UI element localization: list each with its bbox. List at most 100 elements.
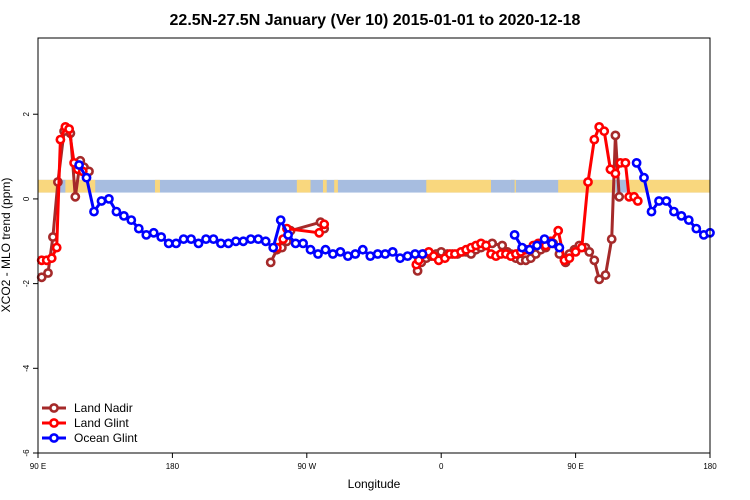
data-point (126, 215, 137, 225)
series-land-glint (36, 122, 643, 270)
data-point (517, 242, 527, 253)
data-point (599, 126, 610, 137)
data-point (111, 206, 122, 217)
series-line (635, 162, 711, 237)
land-band-segment (322, 179, 327, 193)
plot-frame (37, 37, 711, 454)
data-point (64, 124, 74, 134)
data-point (402, 251, 413, 261)
series-line (415, 124, 639, 266)
data-point (610, 130, 621, 141)
data-point (283, 229, 293, 240)
data-point (313, 249, 323, 259)
ocean-band (38, 179, 710, 193)
data-point (524, 244, 535, 255)
data-point (46, 253, 57, 264)
data-point (319, 219, 330, 230)
y-tick-label: -6 (22, 449, 31, 457)
x-tick-label: 180 (703, 462, 717, 471)
data-point (335, 246, 346, 257)
land-band-segment (296, 179, 311, 193)
data-point (260, 236, 271, 247)
data-point (583, 177, 593, 187)
data-point (357, 244, 368, 255)
data-point (481, 240, 491, 251)
data-point (193, 238, 204, 249)
data-point (554, 242, 565, 253)
data-point (661, 196, 672, 206)
data-point (417, 249, 428, 259)
series-land-nadir (36, 126, 625, 285)
land-band-segment (426, 179, 491, 193)
y-axis-label: XCO2 - MLO trend (ppm) (0, 178, 13, 313)
data-point (201, 234, 211, 244)
data-point (156, 232, 167, 242)
plot-background-band (38, 179, 710, 193)
data-point (669, 206, 679, 217)
x-tick-label: 90 W (297, 462, 316, 471)
legend-label: Land Glint (74, 416, 129, 430)
data-point (238, 236, 249, 247)
data-point (610, 168, 621, 179)
data-point (298, 238, 308, 249)
data-point (51, 242, 62, 253)
data-point (70, 191, 81, 202)
data-point (314, 227, 325, 238)
data-point (215, 238, 226, 249)
data-point (497, 240, 508, 251)
data-point (589, 134, 600, 145)
data-point (265, 257, 276, 268)
data-point (683, 215, 694, 225)
data-point (594, 274, 605, 285)
data-point (43, 268, 53, 278)
data-point (178, 234, 189, 244)
y-tick-label: -4 (22, 364, 31, 372)
data-point (133, 223, 144, 234)
data-point (290, 238, 301, 249)
series-layer (36, 122, 715, 285)
data-point (275, 215, 286, 225)
data-point (395, 253, 405, 264)
x-tick-label: 90 E (30, 462, 46, 471)
legend-item: Ocean Glint (42, 431, 138, 445)
data-point (547, 238, 557, 249)
legend-label: Land Nadir (74, 401, 133, 415)
data-point (380, 249, 391, 259)
data-point (564, 253, 575, 264)
legend-label: Ocean Glint (74, 431, 138, 445)
legend-swatch-marker (49, 418, 59, 428)
data-point (327, 249, 338, 259)
y-tick-label: -2 (22, 280, 31, 288)
data-point (632, 196, 643, 206)
data-point (631, 157, 642, 168)
data-point (584, 246, 595, 257)
data-point (553, 225, 564, 236)
chart-title: 22.5N-27.5N January (Ver 10) 2015-01-01 … (170, 12, 581, 29)
data-point (268, 242, 279, 253)
data-point (509, 229, 520, 240)
data-point (614, 191, 625, 202)
data-point (646, 206, 657, 217)
data-point (81, 172, 92, 183)
data-point (74, 160, 84, 170)
y-tick-label: 2 (22, 111, 31, 116)
x-tick-label: 0 (439, 462, 444, 471)
data-point (387, 246, 398, 257)
data-point (676, 210, 687, 221)
data-point (570, 246, 581, 257)
data-point (148, 227, 159, 238)
data-point (48, 232, 58, 242)
y-axis: 2 0 -2 -4 -6 (22, 111, 38, 457)
legend-swatch-marker (49, 403, 59, 413)
x-axis: 90 E 180 90 W 0 90 E 180 (30, 453, 717, 471)
data-point (589, 255, 600, 266)
series-line (77, 164, 423, 260)
land-band-segment (154, 179, 160, 193)
series-ocean-glint (74, 157, 715, 264)
x-tick-label: 180 (166, 462, 180, 471)
legend-swatch-marker (49, 433, 59, 443)
data-point (89, 206, 99, 217)
data-point (245, 234, 256, 244)
